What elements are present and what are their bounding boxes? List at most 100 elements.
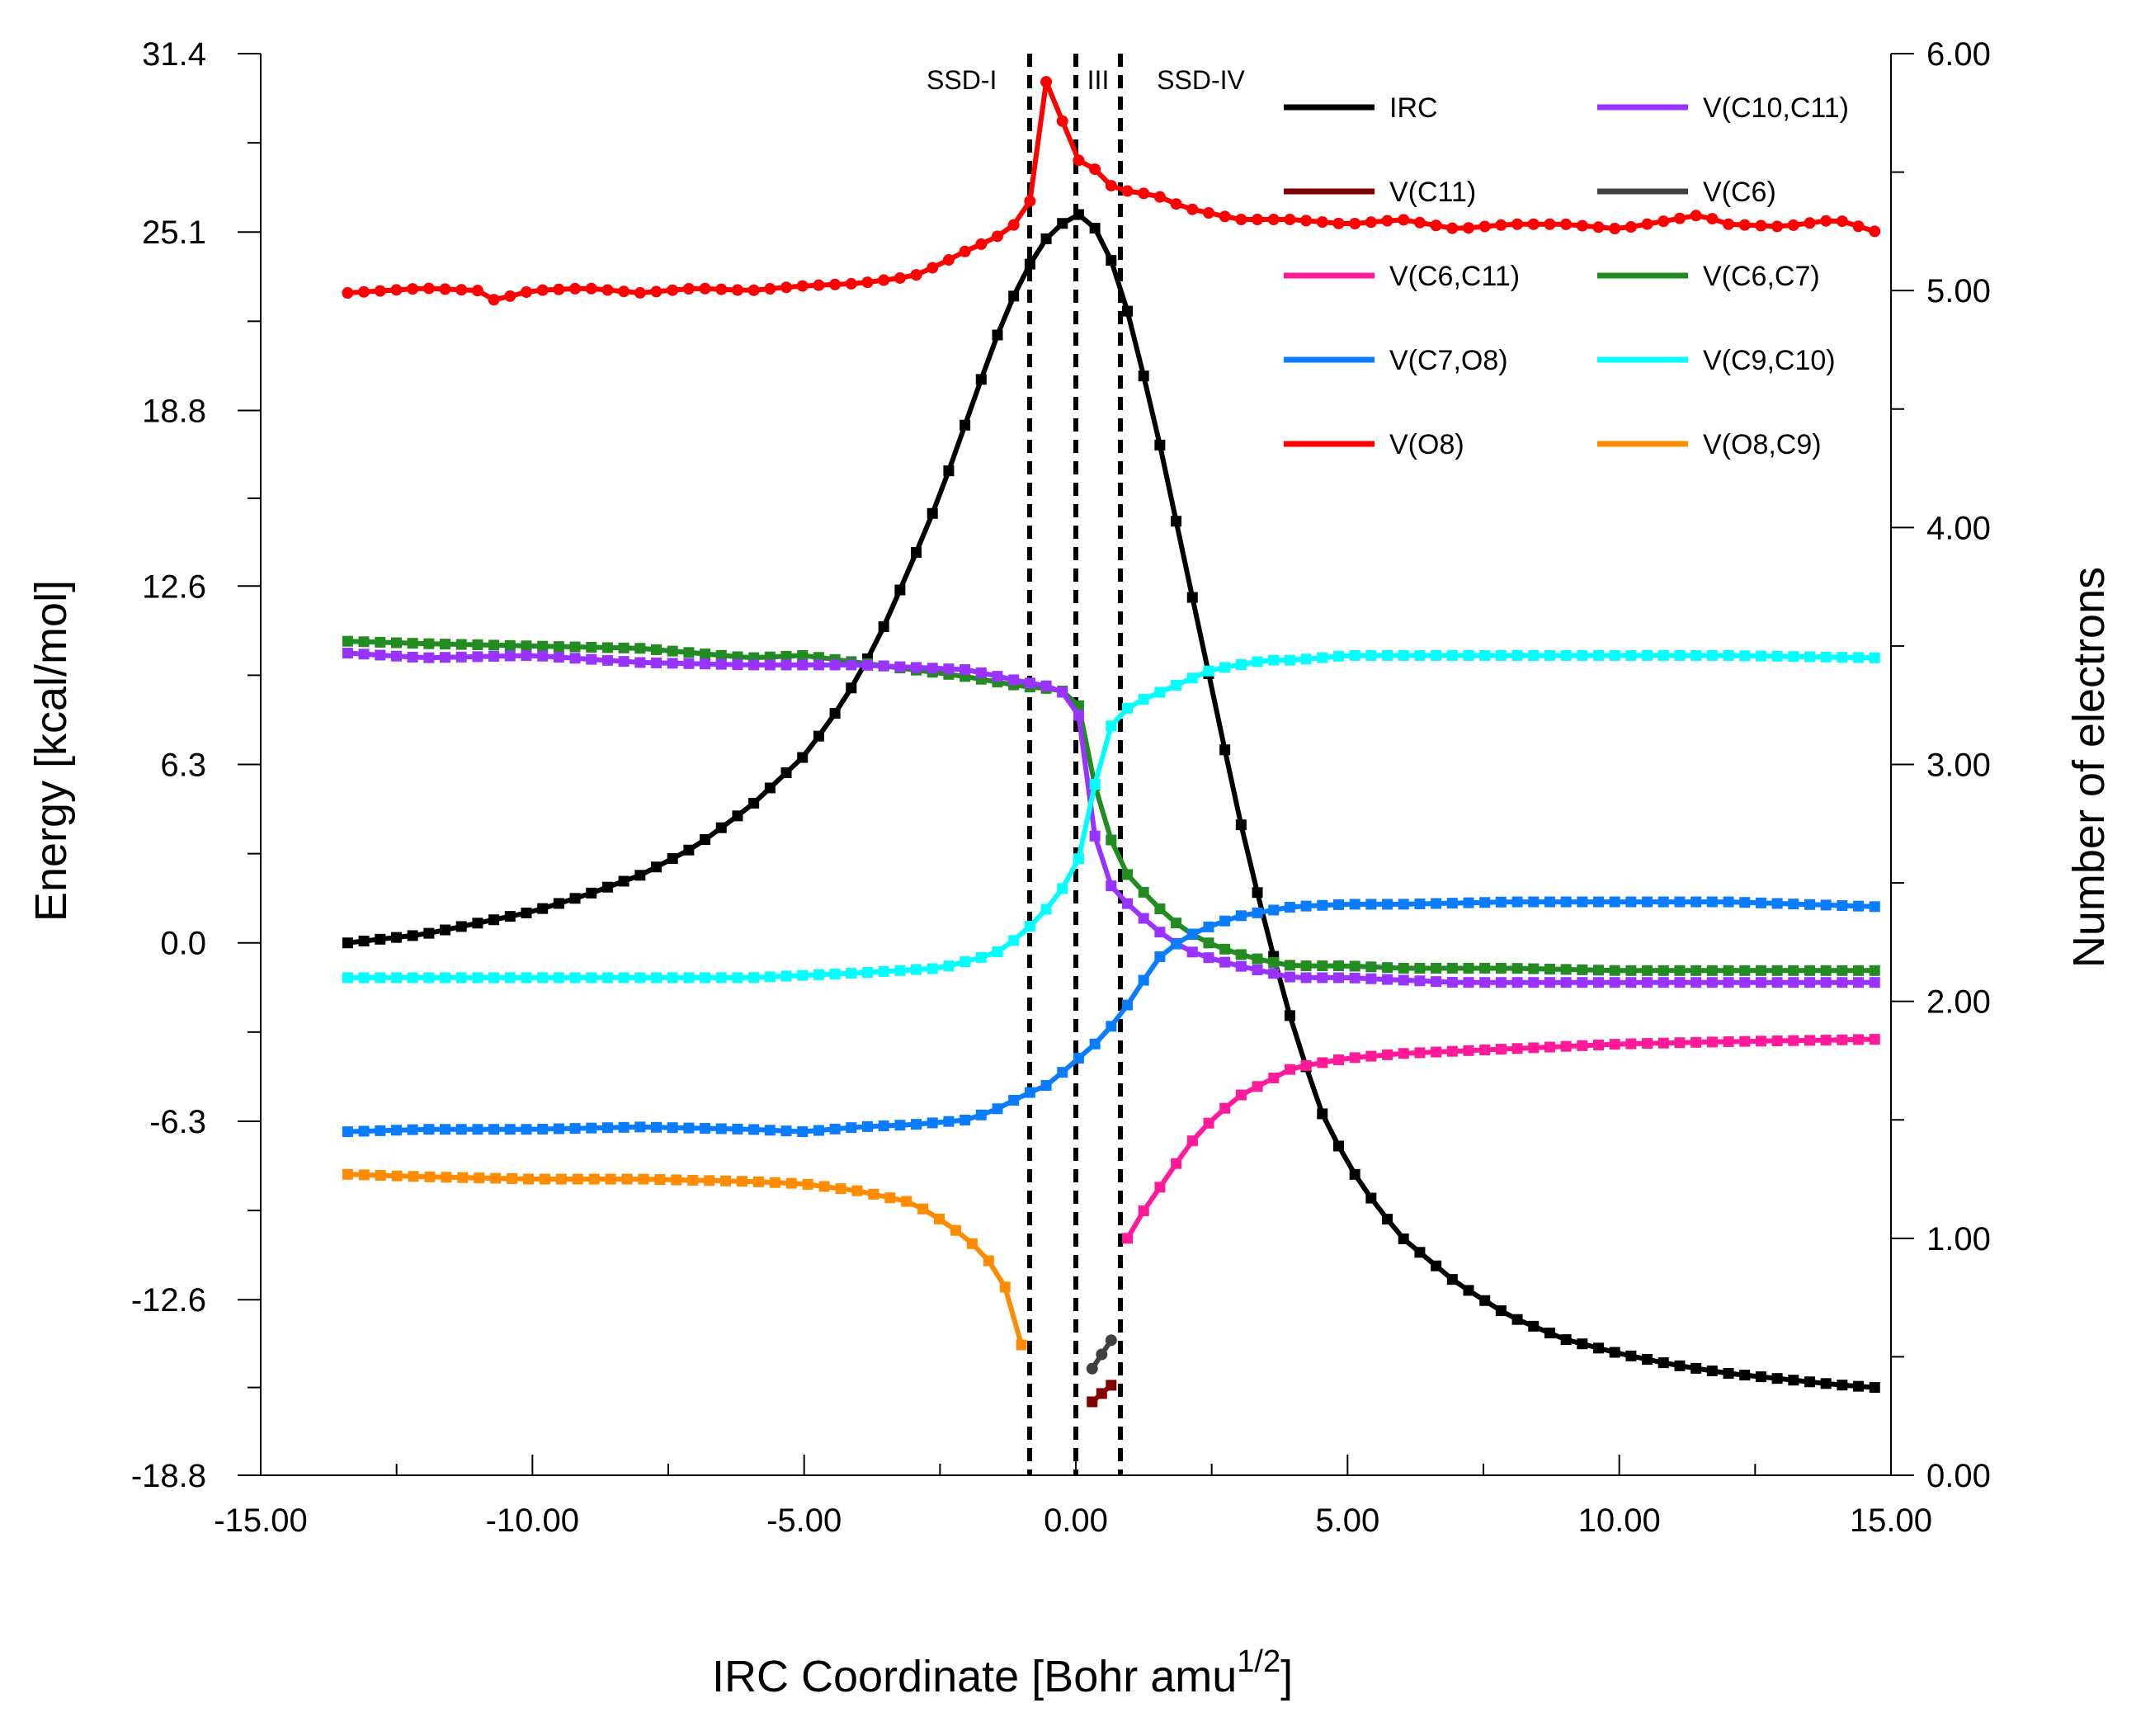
data-point-v-c6-c7 xyxy=(358,636,370,648)
data-point-v-c7-o8 xyxy=(764,1125,776,1136)
data-point-v-o8 xyxy=(829,278,842,290)
data-point-v-o8-c9 xyxy=(358,1169,370,1181)
data-point-v-c9-c10 xyxy=(455,972,467,984)
data-point-v-c10-c11 xyxy=(1511,977,1523,988)
region-labels: SSD-I III SSD-IV xyxy=(927,65,1245,95)
data-point-irc xyxy=(732,810,743,822)
data-point-v-c10-c11 xyxy=(504,650,516,662)
data-point-v-c10-c11 xyxy=(1138,913,1149,924)
data-point-v-c9-c10 xyxy=(1106,720,1117,732)
data-point-v-o8-c9 xyxy=(901,1196,912,1207)
data-point-v-c6-c11 xyxy=(1284,1064,1295,1075)
data-point-irc xyxy=(1154,439,1166,451)
data-point-v-o8-c9 xyxy=(441,1172,452,1183)
data-point-v-o8 xyxy=(569,282,582,295)
data-point-v-c7-o8 xyxy=(1040,1079,1052,1091)
data-point-v-c6-c11 xyxy=(1463,1045,1474,1056)
data-point-v-c10-c11 xyxy=(894,661,906,672)
data-point-v-c7-o8 xyxy=(455,1124,467,1135)
data-point-irc xyxy=(650,861,662,873)
data-point-v-c10-c11 xyxy=(748,659,760,671)
data-point-v-c7-o8 xyxy=(1332,899,1344,910)
legend: IRC V(C10,C11) V(C11) V(C6) V(C6,C11) V(C6,C7… xyxy=(1284,92,1849,460)
data-point-v-c7-o8 xyxy=(1073,1052,1084,1064)
data-point-v-c9-c10 xyxy=(1820,651,1832,663)
data-point-v-c7-o8 xyxy=(1398,899,1409,910)
data-point-irc xyxy=(829,708,841,719)
region-boundaries xyxy=(1027,54,1124,1475)
data-point-v-c9-c10 xyxy=(553,972,564,984)
data-point-v-c6-c7 xyxy=(1691,965,1702,976)
data-point-v-c9-c10 xyxy=(1284,654,1295,666)
data-point-v-c6-c7 xyxy=(1268,956,1280,968)
data-point-v-c6-c11 xyxy=(1674,1037,1686,1049)
data-point-v-c7-o8 xyxy=(1511,896,1523,908)
data-point-v-c9-c10 xyxy=(780,970,792,982)
data-point-v-c7-o8 xyxy=(1284,902,1295,913)
data-point-v-o8 xyxy=(1186,203,1199,215)
data-point-irc xyxy=(1479,1295,1491,1306)
data-point-v-c6-c7 xyxy=(1317,960,1328,972)
data-point-v-c6-c7 xyxy=(1431,962,1442,974)
data-point-irc xyxy=(1706,1365,1718,1376)
data-point-v-c10-c11 xyxy=(1235,960,1247,972)
data-point-irc xyxy=(601,881,613,893)
data-point-v-c6-c7 xyxy=(440,639,451,650)
data-point-v-c10-c11 xyxy=(1186,946,1198,958)
data-point-irc xyxy=(715,822,727,833)
legend-label-v-c11: V(C11) xyxy=(1389,177,1476,208)
series-line-v-c6-c7 xyxy=(347,639,1875,974)
data-point-v-o8 xyxy=(1073,154,1085,167)
data-point-v-c10-c11 xyxy=(683,658,695,669)
data-point-v-o8-c9 xyxy=(391,1170,403,1182)
legend-label-v-c7-o8: V(C7,O8) xyxy=(1389,345,1508,376)
data-point-v-c6-c11 xyxy=(1268,1072,1280,1083)
data-point-v-c6-c7 xyxy=(1284,960,1295,971)
data-point-irc xyxy=(813,730,824,742)
data-point-v-c7-o8 xyxy=(1317,899,1328,911)
data-point-v-c6-c7 xyxy=(667,645,678,657)
data-point-v-c10-c11 xyxy=(1073,710,1084,721)
data-point-v-c7-o8 xyxy=(618,1121,630,1133)
data-point-v-c7-o8 xyxy=(813,1125,824,1136)
data-point-v-c9-c10 xyxy=(358,972,370,984)
data-point-irc xyxy=(1837,1380,1848,1391)
data-point-v-c6-c7 xyxy=(407,638,418,649)
y-left-tick-label-7: 25.1 xyxy=(142,215,206,251)
data-point-v-c10-c11 xyxy=(1463,977,1474,988)
series-line-v-c7-o8 xyxy=(347,899,1875,1135)
data-point-v-c9-c10 xyxy=(846,968,857,979)
data-point-irc xyxy=(1057,218,1068,229)
data-point-v-c7-o8 xyxy=(1593,896,1605,908)
data-point-v-c10-c11 xyxy=(975,667,987,678)
data-point-v-o8-c9 xyxy=(917,1203,929,1215)
data-point-v-c7-o8 xyxy=(878,1120,889,1132)
data-point-v-c7-o8 xyxy=(1138,974,1149,986)
y-axis-right-title: Number of electrons xyxy=(2064,567,2114,968)
data-point-v-c10-c11 xyxy=(715,658,727,670)
data-point-irc xyxy=(1219,744,1231,756)
data-point-v-c6-c7 xyxy=(683,647,695,658)
data-point-v-c6-c11 xyxy=(1138,1205,1149,1216)
data-point-v-c10-c11 xyxy=(1479,977,1491,988)
data-point-v-c6-c7 xyxy=(1414,962,1426,974)
data-point-v-o8-c9 xyxy=(835,1183,846,1195)
legend-label-v-c6: V(C6) xyxy=(1703,177,1776,208)
data-point-v-c6-c11 xyxy=(1414,1047,1426,1059)
data-point-irc xyxy=(1186,592,1198,603)
data-point-v-o8 xyxy=(780,281,793,294)
data-point-irc xyxy=(992,329,1003,341)
data-point-v-o8 xyxy=(342,287,354,300)
data-point-v-c9-c10 xyxy=(960,956,971,968)
data-point-v-o8-c9 xyxy=(851,1185,863,1196)
legend-label-v-c6-c11: V(C6,C11) xyxy=(1389,261,1520,292)
data-point-v-c9-c10 xyxy=(423,972,435,984)
data-point-v-c7-o8 xyxy=(1771,898,1783,909)
data-point-v-o8 xyxy=(1462,222,1474,234)
data-point-v-c6-c11 xyxy=(1771,1035,1783,1047)
data-point-v-o8 xyxy=(1836,215,1848,228)
data-point-v-c9-c10 xyxy=(1398,649,1409,661)
data-point-v-c10-c11 xyxy=(667,658,678,669)
data-point-v-o8 xyxy=(682,282,695,295)
data-point-v-c9-c10 xyxy=(1414,649,1426,661)
